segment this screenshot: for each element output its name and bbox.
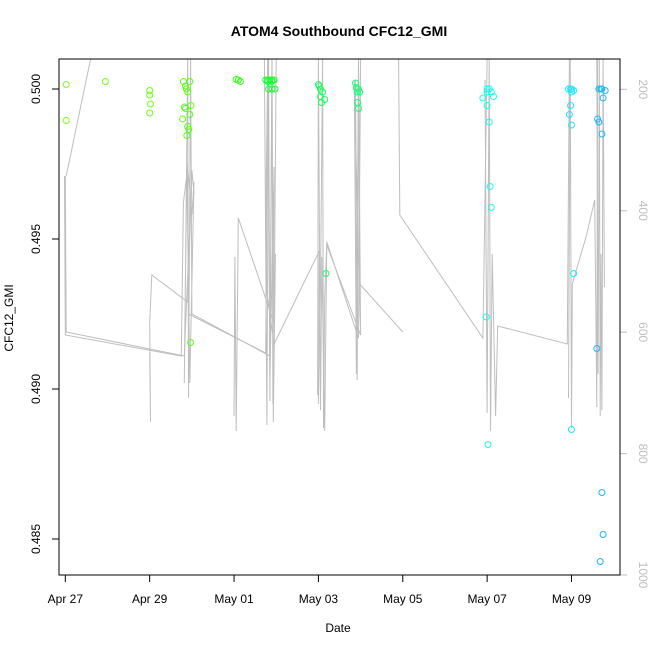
y-tick-label: 0.495: [29, 224, 43, 254]
x-tick-label: May 03: [299, 592, 339, 606]
altitude-track-line: [149, 169, 195, 423]
data-point: [356, 88, 364, 96]
altitude-tick-label: 1000: [636, 562, 650, 589]
data-point: [486, 183, 494, 190]
data-point: [146, 109, 154, 117]
data-point: [355, 105, 362, 112]
data-point: [352, 79, 359, 87]
data-point: [482, 313, 490, 321]
data-point: [490, 93, 497, 100]
data-point: [62, 117, 70, 124]
data-point: [183, 132, 191, 139]
data-point: [185, 126, 193, 133]
data-point: [568, 85, 575, 93]
data-point: [271, 85, 279, 93]
altitude-track-line: [317, 58, 362, 432]
data-point: [179, 115, 187, 123]
altitude-track-line: [233, 58, 277, 432]
data-point: [147, 100, 154, 108]
x-tick-label: May 09: [552, 592, 592, 606]
data-point: [186, 78, 194, 85]
data-point: [264, 78, 272, 85]
data-point: [236, 78, 244, 85]
data-point: [187, 339, 195, 346]
data-point: [268, 85, 276, 93]
data-point: [483, 88, 491, 96]
data-point: [146, 87, 154, 94]
y-tick-label: 0.485: [29, 524, 43, 554]
data-point: [595, 85, 603, 93]
data-point: [568, 88, 575, 96]
altitude-track-line: [568, 58, 599, 429]
data-point: [484, 441, 492, 448]
y-tick-label: 0.500: [29, 74, 43, 104]
data-point: [146, 91, 154, 99]
x-axis-label: Date: [325, 621, 351, 635]
altitude-tick-label: 600: [636, 322, 650, 342]
altitude-tick-label: 200: [636, 79, 650, 99]
data-point: [314, 81, 322, 88]
data-point: [485, 118, 493, 126]
x-tick-label: May 01: [214, 592, 254, 606]
data-point: [483, 102, 491, 109]
data-point: [352, 84, 360, 91]
data-point: [479, 94, 487, 102]
data-point: [568, 121, 575, 129]
data-point: [567, 102, 575, 109]
data-point: [321, 96, 329, 103]
data-point: [570, 87, 578, 94]
plot-frame: [58, 58, 621, 576]
data-point: [182, 105, 189, 112]
data-point: [568, 426, 575, 433]
data-point: [101, 78, 109, 85]
x-tick-label: Apr 29: [132, 592, 168, 606]
data-point: [187, 102, 195, 109]
data-point: [599, 531, 607, 538]
data-points-layer: [62, 75, 609, 565]
data-point: [234, 76, 242, 84]
data-point: [186, 111, 194, 118]
altitude-track-line: [398, 58, 488, 340]
data-point: [570, 270, 578, 277]
y-axis-label: CFC12_GMI: [2, 284, 16, 351]
altitude-track-line: [188, 58, 269, 354]
data-point: [593, 345, 601, 352]
data-point: [182, 82, 189, 90]
altitude-track-line: [64, 175, 193, 357]
data-point: [601, 87, 609, 94]
chart-title: ATOM4 Southbound CFC12_GMI: [231, 23, 447, 39]
x-tick-label: May 05: [383, 592, 423, 606]
data-point: [598, 130, 606, 138]
x-tick-label: Apr 27: [48, 592, 84, 606]
data-point: [598, 85, 606, 93]
data-point: [487, 204, 495, 211]
altitude-track-line: [65, 58, 92, 177]
data-point: [268, 78, 276, 85]
data-point: [598, 489, 606, 496]
data-point: [62, 81, 70, 88]
altitude-track-line: [596, 58, 605, 417]
altitude-track-line: [484, 58, 570, 432]
data-point: [595, 118, 603, 126]
y-tick-label: 0.490: [29, 374, 43, 404]
x-tick-label: May 07: [467, 592, 507, 606]
data-point: [596, 558, 604, 565]
data-point: [270, 76, 278, 84]
altitude-tick-label: 800: [636, 444, 650, 464]
data-point: [184, 88, 192, 96]
data-point: [322, 270, 330, 277]
altitude-tick-label: 400: [636, 201, 650, 221]
data-point: [599, 94, 607, 102]
data-point: [180, 103, 188, 111]
data-point: [266, 76, 274, 84]
data-point: [565, 111, 573, 118]
altitude-track-line: [263, 58, 276, 426]
data-point: [319, 88, 327, 96]
data-point: [353, 88, 361, 96]
